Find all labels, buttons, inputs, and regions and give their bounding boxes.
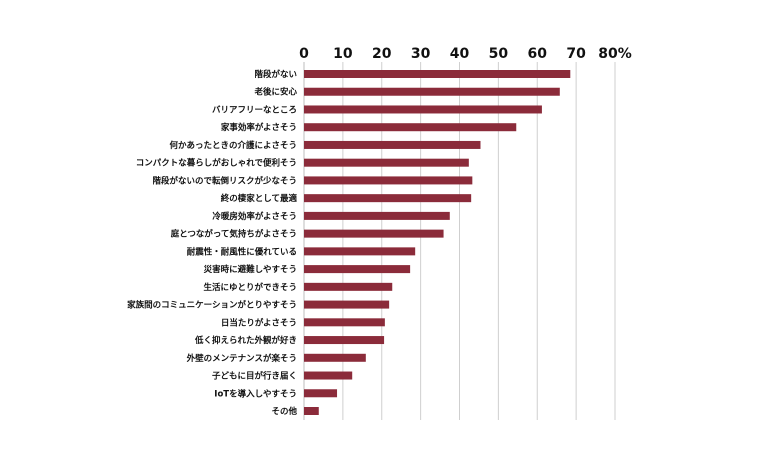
bar: [304, 229, 444, 238]
category-label: 低く抑えられた外観が好き: [194, 335, 297, 346]
x-tick-label: 20: [372, 46, 392, 62]
category-label: その他: [271, 406, 297, 417]
bar: [304, 353, 366, 362]
x-tick-label: 80%: [598, 46, 632, 62]
category-label: 耐震性・耐風性に優れている: [187, 246, 297, 257]
bar: [304, 211, 450, 220]
bars: [304, 70, 571, 415]
bar: [304, 158, 469, 167]
category-label: 家族間のコミュニケーションがとりやすそう: [127, 300, 297, 311]
bar: [304, 247, 416, 256]
x-tick-label: 70: [566, 46, 586, 62]
x-tick-label: 10: [333, 46, 353, 62]
bar: [304, 407, 319, 415]
x-tick-label: 50: [489, 46, 509, 62]
gridlines: [303, 62, 616, 420]
category-label: 庭とつながって気持ちがよさそう: [171, 229, 297, 240]
bar: [304, 389, 338, 398]
x-tick-label: 30: [411, 46, 431, 62]
category-label: 終の棲家として最適: [221, 193, 298, 204]
category-label: 階段がない: [254, 69, 297, 80]
category-label: 生活にゆとりができそう: [203, 282, 297, 293]
category-label: 階段がないので転倒リスクが少なそう: [152, 175, 297, 186]
category-label: IoTを導入しやすそう: [214, 388, 297, 399]
bar: [304, 318, 385, 327]
category-label: 災害時に避難しやすそう: [203, 264, 297, 275]
bar: [304, 282, 393, 291]
bar: [304, 140, 481, 149]
x-tick-label: 0: [299, 46, 309, 62]
bar: [304, 123, 517, 132]
category-label: コンパクトな暮らしがおしゃれで便利そう: [136, 158, 297, 169]
category-label: 家事効率がよさそう: [221, 122, 297, 133]
category-labels: 階段がない老後に安心バリアフリーなところ家事効率がよさそう何かあったときの介護に…: [127, 69, 297, 417]
bar: [304, 105, 542, 114]
bar: [304, 300, 390, 309]
x-tick-label: 40: [450, 46, 470, 62]
x-tick-label: 60: [528, 46, 548, 62]
bar: [304, 194, 472, 203]
bar: [304, 336, 385, 345]
bar: [304, 176, 473, 185]
category-label: 冷暖房効率がよさそう: [212, 211, 297, 222]
category-label: 老後に安心: [253, 87, 297, 98]
category-label: 外壁のメンテナンスが楽そう: [186, 353, 297, 364]
x-axis-ticks: 0 10 20 30 40 50 60 70 80%: [299, 46, 632, 62]
bar: [304, 371, 353, 380]
bar: [304, 70, 571, 78]
category-label: 何かあったときの介護によさそう: [169, 140, 297, 151]
bar: [304, 265, 411, 274]
category-label: バリアフリーなところ: [212, 104, 297, 115]
bar: [304, 87, 560, 96]
category-label: 子どもに目が行き届く: [212, 371, 297, 382]
category-label: 日当たりがよさそう: [221, 317, 297, 328]
